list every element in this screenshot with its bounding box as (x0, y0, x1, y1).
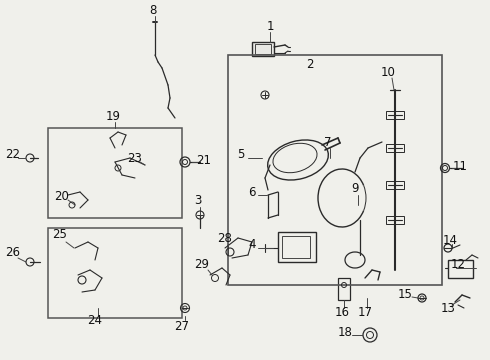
Text: 19: 19 (105, 109, 121, 122)
Text: 12: 12 (450, 257, 465, 270)
Bar (48, 228, 182, 318)
Text: 26: 26 (5, 246, 21, 258)
Text: 27: 27 (174, 320, 190, 333)
Text: 25: 25 (52, 229, 68, 242)
Text: 16: 16 (335, 306, 349, 319)
Bar (386, 216, 404, 224)
Text: 21: 21 (196, 153, 212, 166)
Bar (448, 260, 473, 278)
Bar (255, 44, 271, 54)
Text: 2: 2 (306, 58, 314, 71)
Text: 8: 8 (149, 4, 157, 17)
Text: 20: 20 (54, 189, 70, 202)
Text: 3: 3 (195, 194, 202, 207)
Text: 18: 18 (338, 327, 352, 339)
Bar (386, 144, 404, 152)
Text: 28: 28 (218, 231, 232, 244)
Text: 22: 22 (5, 148, 21, 162)
Text: 4: 4 (248, 238, 256, 251)
Text: 13: 13 (441, 302, 455, 315)
Text: 24: 24 (88, 314, 102, 327)
Bar (278, 232, 316, 262)
Bar (386, 111, 404, 119)
Bar (252, 42, 274, 56)
Text: 23: 23 (127, 153, 143, 166)
Text: 1: 1 (266, 19, 274, 32)
Text: 10: 10 (381, 66, 395, 78)
Bar (228, 55, 442, 285)
Text: 15: 15 (397, 288, 413, 301)
Text: 7: 7 (324, 135, 332, 148)
Text: 14: 14 (442, 234, 458, 247)
Text: 5: 5 (237, 148, 245, 162)
Bar (338, 278, 350, 300)
Text: 17: 17 (358, 306, 372, 319)
Bar (386, 181, 404, 189)
Text: 11: 11 (452, 159, 467, 172)
Text: 29: 29 (195, 258, 210, 271)
Text: 9: 9 (351, 181, 359, 194)
Bar (48, 128, 182, 218)
Bar (282, 236, 310, 258)
Text: 6: 6 (248, 186, 256, 199)
